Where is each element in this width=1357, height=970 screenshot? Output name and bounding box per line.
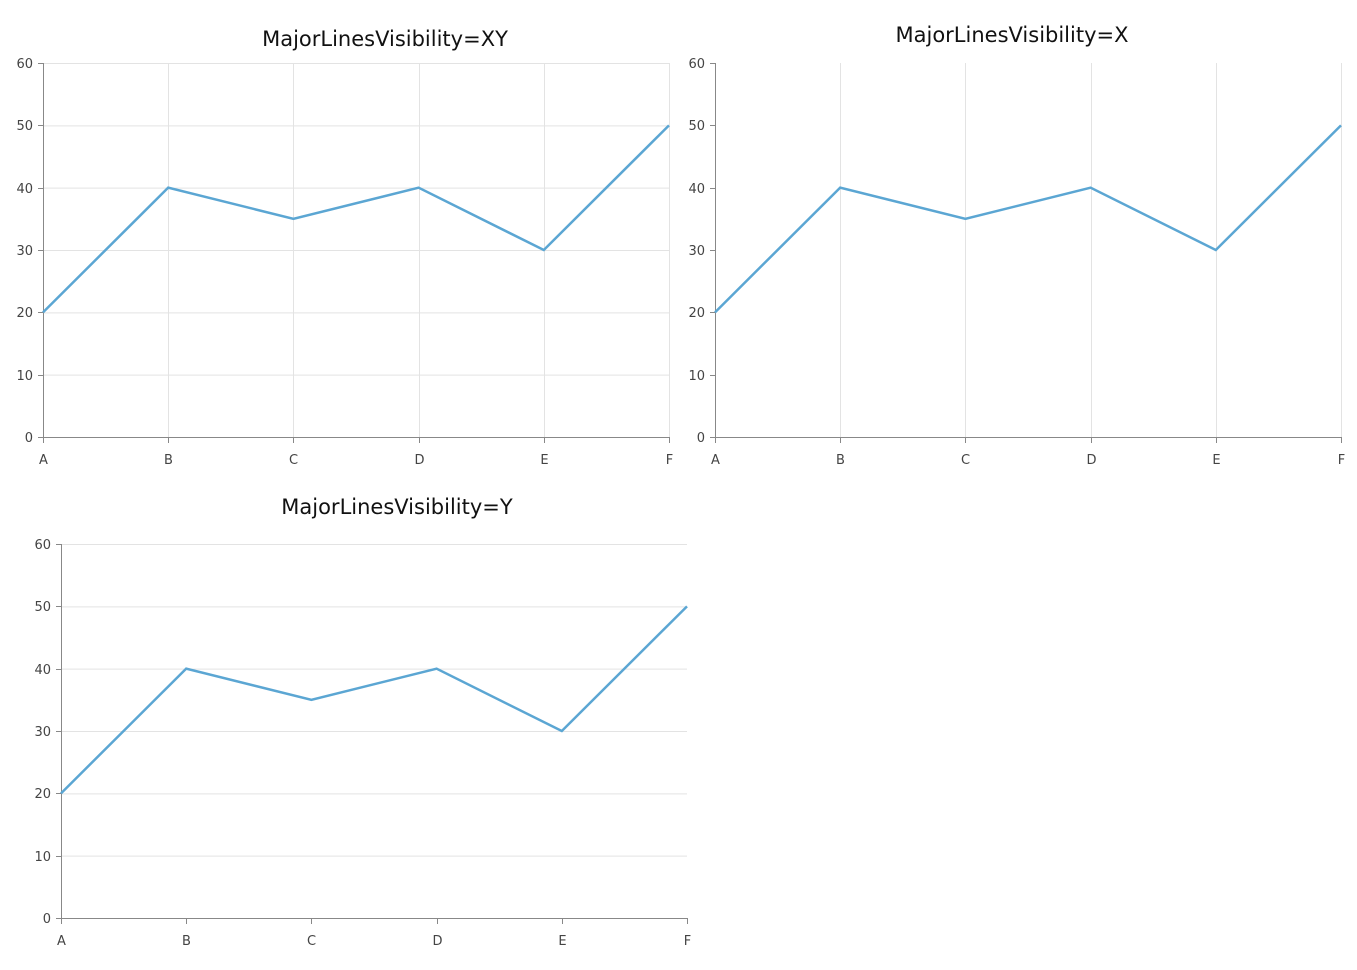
y-tick-label: 0	[25, 431, 33, 446]
chart-title: MajorLinesVisibility=Y	[281, 495, 513, 519]
chart-plot-x: 0 10 20 30 40 50 60 A B C D E F	[688, 57, 1345, 468]
y-tick-label: 60	[688, 57, 705, 72]
x-tick-label: C	[289, 453, 298, 468]
x-tick-label: F	[666, 453, 673, 468]
y-tick-label: 20	[688, 306, 705, 321]
x-tick-label: F	[1338, 453, 1345, 468]
x-tick-label: A	[39, 453, 48, 468]
y-tick-label: 40	[16, 182, 33, 197]
y-tick-label: 30	[16, 244, 33, 259]
series-line	[42, 124, 670, 314]
chart-panel-x: MajorLinesVisibility=X 0 10 20 30 40 50 60 A B C D…	[0, 0, 1357, 475]
x-tick-label: A	[711, 453, 720, 468]
y-tick-label: 10	[688, 369, 705, 384]
x-tick-label: C	[307, 934, 316, 949]
y-tick-label: 0	[697, 431, 705, 446]
y-tick-label: 0	[43, 912, 51, 927]
y-tick-label: 10	[34, 850, 51, 865]
x-tick-label: A	[57, 934, 66, 949]
chart-panel-y: MajorLinesVisibility=Y 0 10 20 30 40 50 60 A B C D…	[34, 495, 691, 949]
series-line	[714, 124, 1342, 314]
x-tick-label: C	[961, 453, 970, 468]
y-tick-label: 50	[688, 119, 705, 134]
x-tick-label: D	[432, 934, 442, 949]
x-tick-label: B	[164, 453, 173, 468]
y-tick-label: 50	[34, 600, 51, 615]
x-tick-label: D	[1086, 453, 1096, 468]
y-tick-label: 50	[16, 119, 33, 134]
x-tick-label: E	[1212, 453, 1220, 468]
x-tick-label: B	[182, 934, 191, 949]
y-tick-label: 40	[688, 182, 705, 197]
x-tick-label: E	[540, 453, 548, 468]
x-tick-label: F	[684, 934, 691, 949]
y-tick-label: 30	[34, 725, 51, 740]
chart-plot-xy: 0 10 20 30 40 50 60 A B C D E F	[16, 57, 673, 468]
y-tick-label: 20	[16, 306, 33, 321]
y-tick-label: 10	[16, 369, 33, 384]
y-tick-label: 60	[16, 57, 33, 72]
x-tick-label: D	[414, 453, 424, 468]
chart-panel-xy: MajorLinesVisibility=XY 0 10 20 30 40 50 60 A B C…	[0, 0, 690, 475]
x-tick-label: B	[836, 453, 845, 468]
y-tick-label: 40	[34, 663, 51, 678]
x-tick-label: E	[558, 934, 566, 949]
chart-title: MajorLinesVisibility=XY	[262, 27, 508, 51]
chart-title: MajorLinesVisibility=X	[895, 23, 1129, 47]
y-tick-label: 20	[34, 787, 51, 802]
y-tick-label: 60	[34, 538, 51, 553]
series-line	[60, 605, 688, 795]
chart-plot-y: 0 10 20 30 40 50 60 A B C D E F	[34, 538, 691, 949]
y-tick-label: 30	[688, 244, 705, 259]
